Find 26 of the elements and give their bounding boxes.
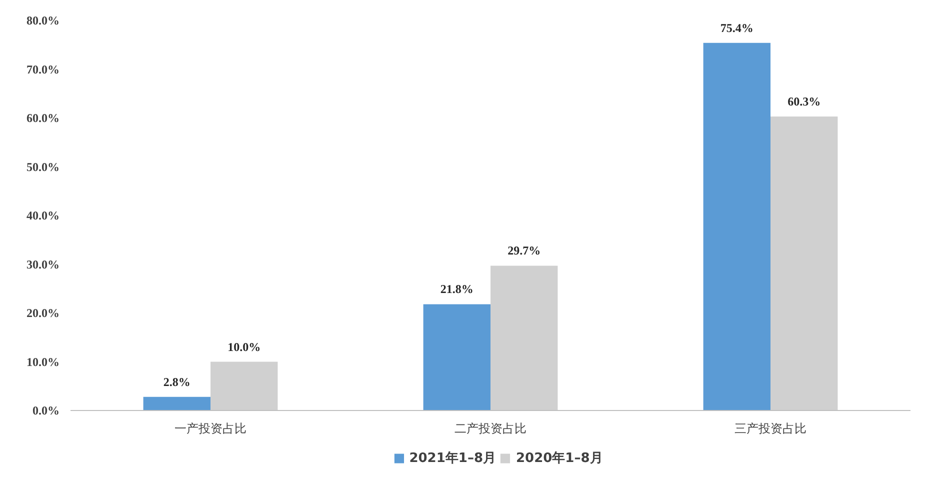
- y-tick-label: 0.0%: [32, 404, 60, 418]
- y-tick-label: 60.0%: [26, 111, 60, 125]
- y-tick-label: 70.0%: [26, 62, 60, 76]
- y-tick-label: 40.0%: [26, 208, 60, 222]
- bar: [210, 362, 278, 410]
- data-label: 2.8%: [163, 374, 190, 389]
- x-tick-label: 三产投资占比: [734, 422, 806, 436]
- legend-label: 2020年1–8月: [516, 450, 603, 467]
- bar: [490, 266, 558, 410]
- y-tick-label: 80.0%: [26, 14, 60, 28]
- data-label: 10.0%: [228, 340, 261, 354]
- y-tick-label: 50.0%: [26, 160, 60, 174]
- y-tick-label: 10.0%: [26, 354, 60, 369]
- data-label: 60.3%: [788, 94, 821, 109]
- data-label: 75.4%: [720, 20, 754, 35]
- legend-label: 2021年1–8月: [409, 450, 496, 467]
- data-label: 21.8%: [440, 282, 474, 296]
- x-tick-label: 二产投资占比: [454, 422, 526, 436]
- bar: [143, 396, 210, 410]
- x-tick-label: 一产投资占比: [174, 422, 246, 436]
- bar: [703, 42, 770, 410]
- data-label: 29.7%: [508, 244, 541, 258]
- bar: [423, 304, 490, 410]
- bar: [770, 116, 838, 410]
- y-tick-label: 20.0%: [26, 306, 60, 320]
- y-tick-label: 30.0%: [26, 257, 60, 272]
